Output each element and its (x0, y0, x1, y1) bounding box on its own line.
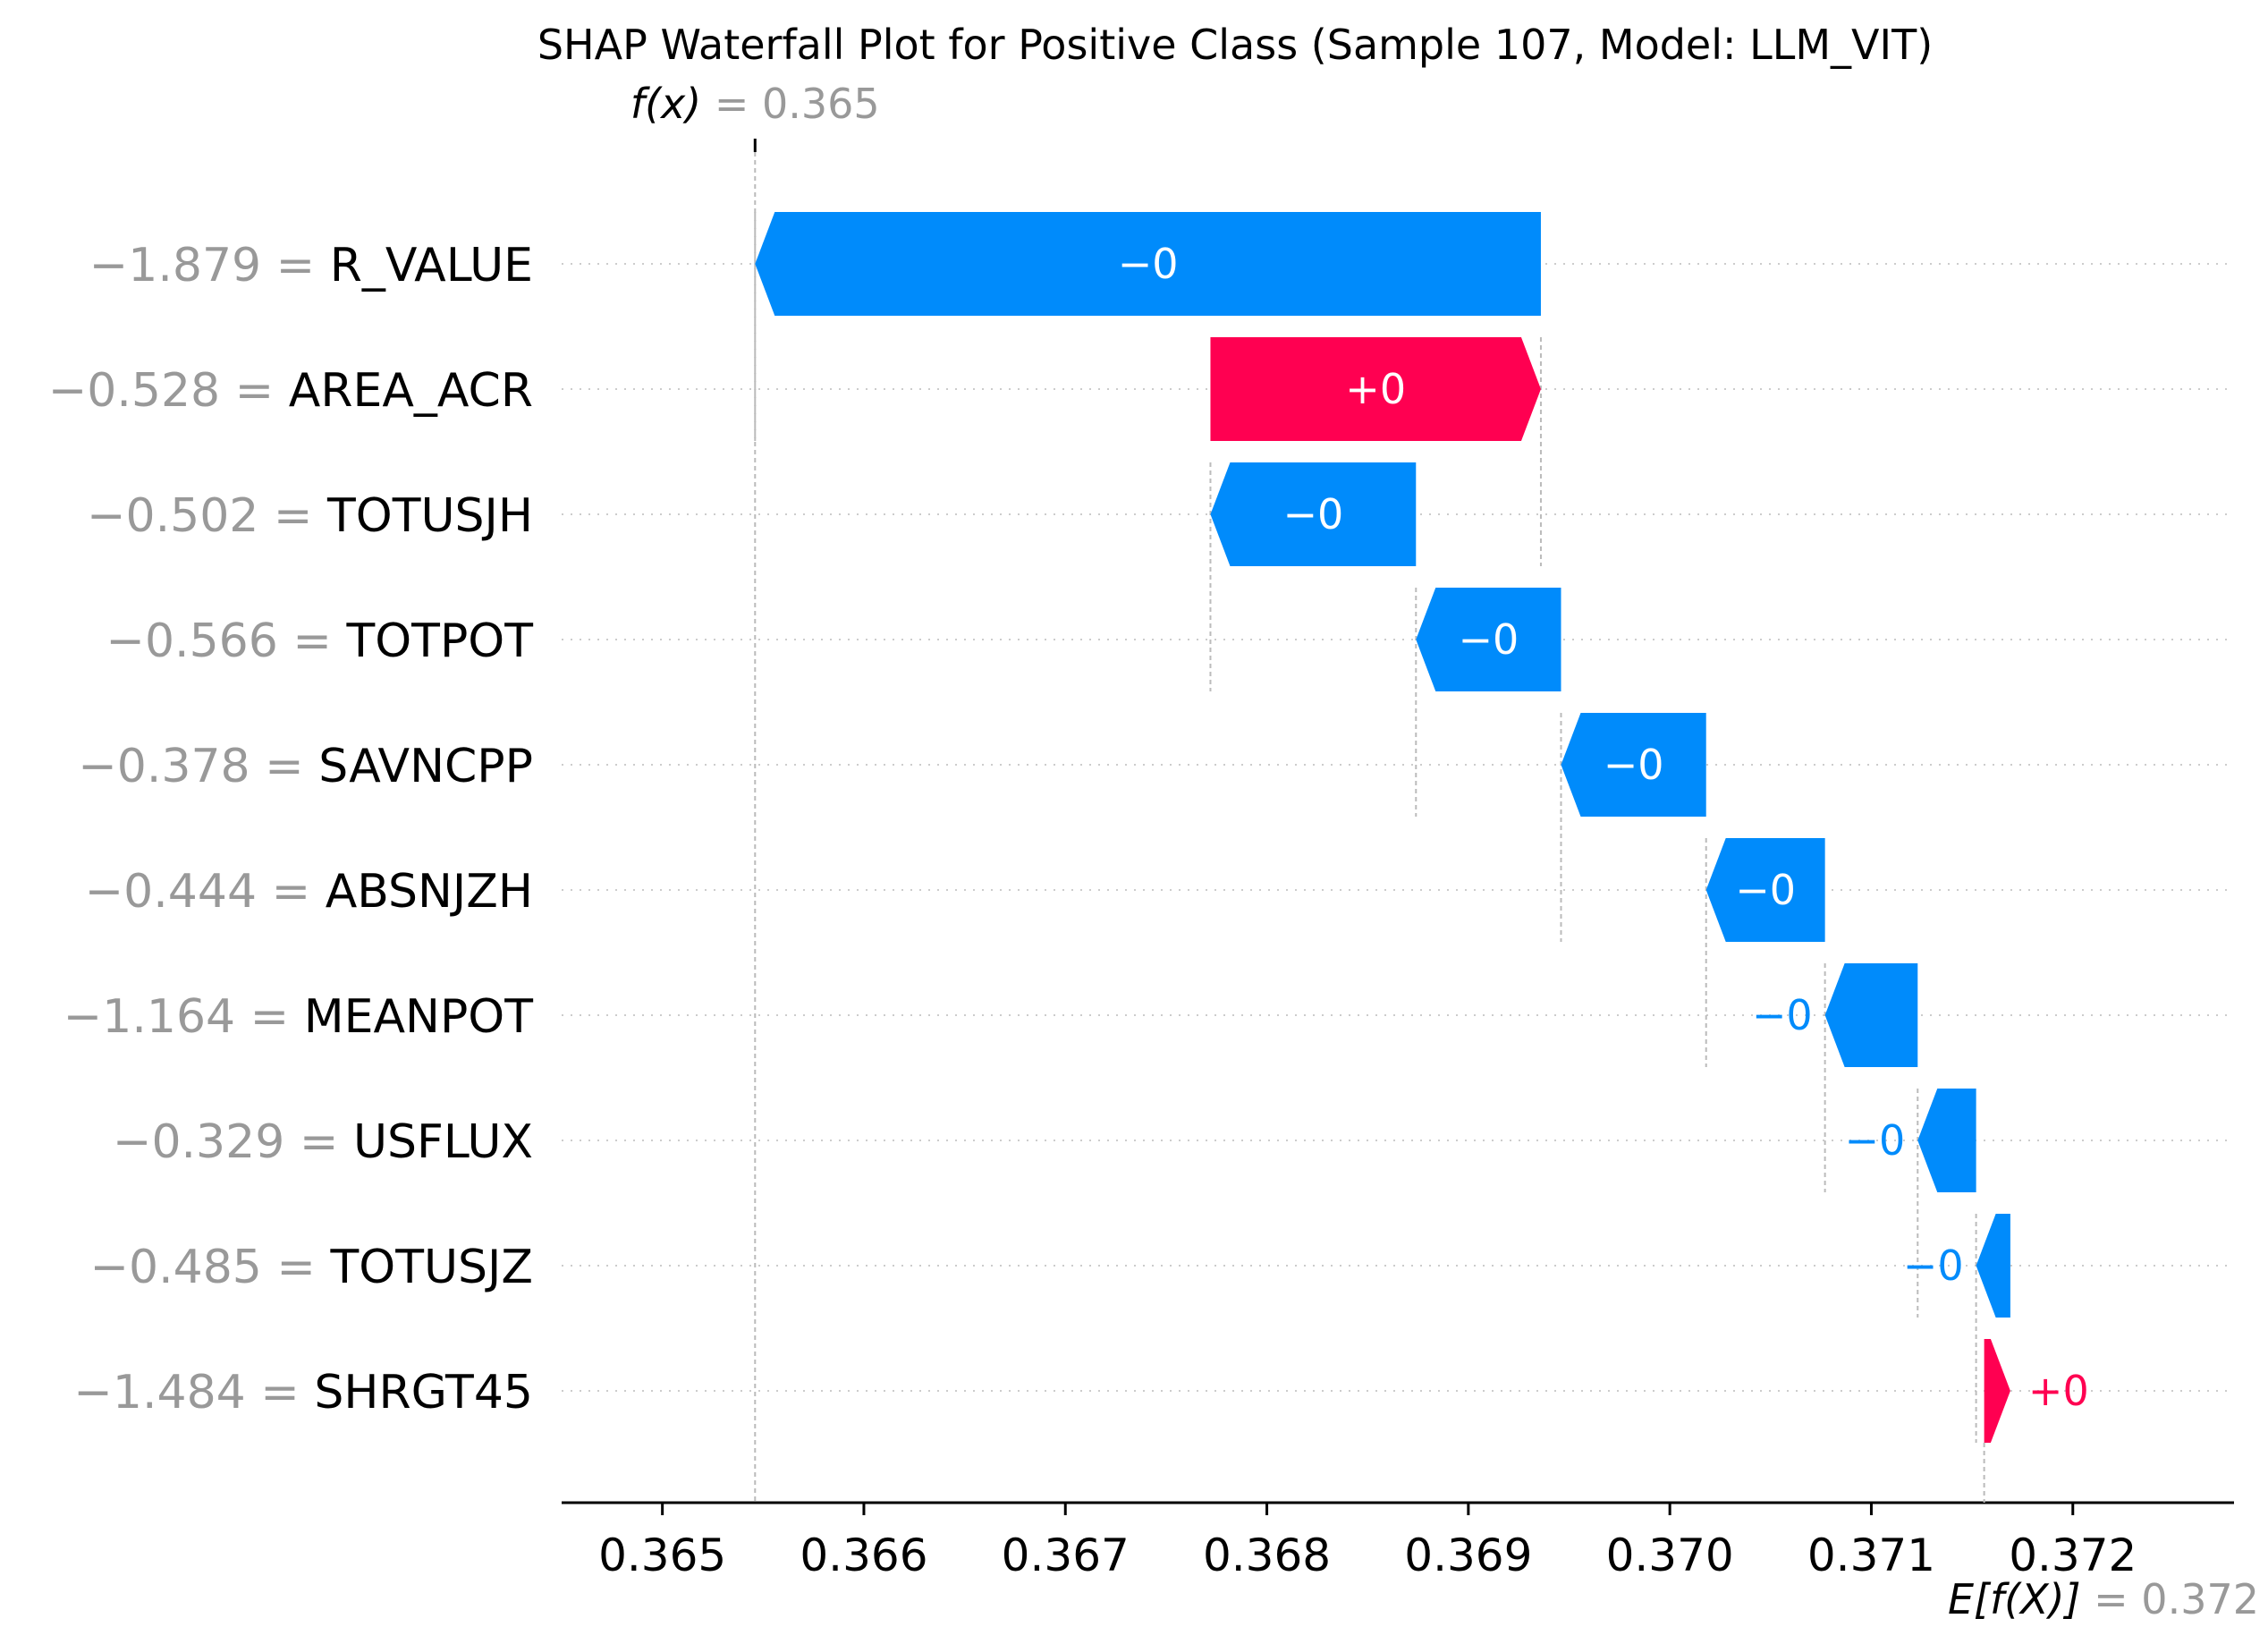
feature-value: −0.566 = (106, 614, 346, 668)
efx-label: E[f(X)] = 0.372 (1948, 1575, 2259, 1623)
waterfall-bars: −0 +0 −0 −0 −0 −0 −0 −0 −0 +0 (755, 212, 2089, 1443)
feature-name: TOTPOT (345, 614, 533, 668)
feature-name: TOTUSJH (326, 489, 533, 543)
x-tick-label: 0.372 (2009, 1530, 2137, 1581)
fx-name: f(x) (630, 80, 701, 128)
bar-value-label: −0 (1282, 490, 1343, 538)
bar-value-label: −0 (1752, 991, 1813, 1039)
x-tick-label: 0.367 (1002, 1530, 1130, 1581)
x-tick-label: 0.369 (1404, 1530, 1532, 1581)
feature-value: −1.164 = (63, 990, 304, 1044)
feature-value: −0.378 = (78, 740, 318, 793)
feature-name: SHRGT45 (314, 1366, 533, 1419)
feature-value: −0.502 = (87, 489, 327, 543)
waterfall-bar (1210, 337, 1541, 441)
x-tick-label: 0.366 (800, 1530, 927, 1581)
waterfall-bar (1917, 1089, 1976, 1192)
feature-label: −0.485 = TOTUSJZ (89, 1241, 533, 1294)
x-tick-label: 0.371 (1807, 1530, 1935, 1581)
waterfall-bar (1416, 588, 1561, 691)
waterfall-bar (1984, 1339, 2010, 1443)
feature-value: −0.528 = (48, 364, 289, 418)
x-tick-label: 0.365 (598, 1530, 726, 1581)
waterfall-bar (1210, 462, 1417, 566)
feature-label: −1.484 = SHRGT45 (73, 1366, 533, 1419)
feature-name: AREA_ACR (289, 364, 533, 418)
feature-label: −0.528 = AREA_ACR (48, 364, 533, 418)
x-axis: 0.365 0.366 0.367 0.368 0.369 0.370 0.371 0.372 (562, 1501, 2234, 1581)
bar-value-label: −0 (1458, 615, 1519, 664)
feature-value: −0.485 = (89, 1241, 330, 1294)
feature-labels: −1.879 = R_VALUE −0.528 = AREA_ACR −0.502 … (48, 239, 534, 1419)
bar-value-label: +0 (1345, 365, 1406, 413)
feature-label: −0.378 = SAVNCPP (78, 740, 533, 793)
feature-name: SAVNCPP (318, 740, 533, 793)
waterfall-bar (755, 212, 1541, 316)
x-tick-label: 0.368 (1203, 1530, 1331, 1581)
fx-value: = 0.365 (701, 80, 879, 128)
feature-label: −0.444 = ABSNJZH (85, 865, 533, 919)
waterfall-bar (1976, 1214, 2010, 1318)
bar-value-label: −0 (1735, 866, 1796, 914)
feature-value: −0.329 = (113, 1115, 353, 1169)
connector-lines (754, 212, 1977, 1443)
efx-value: = 0.372 (2081, 1575, 2259, 1623)
feature-label: −0.502 = TOTUSJH (87, 489, 533, 543)
feature-label: −0.566 = TOTPOT (106, 614, 533, 668)
efx-annotation: E[f(X)] = 0.372 (1948, 1443, 2259, 1623)
bar-value-label: −0 (1604, 741, 1664, 789)
feature-name: ABSNJZH (326, 865, 533, 919)
feature-name: MEANPOT (304, 990, 533, 1044)
x-tick-label: 0.370 (1606, 1530, 1734, 1581)
feature-name: TOTUSJZ (330, 1241, 533, 1294)
waterfall-bar (1824, 963, 1918, 1067)
bar-value-label: −0 (1844, 1116, 1905, 1165)
bar-value-label: −0 (1118, 240, 1179, 288)
feature-name: USFLUX (353, 1115, 533, 1169)
fx-label: f(x) = 0.365 (630, 80, 880, 128)
bar-value-label: +0 (2028, 1367, 2089, 1415)
fx-annotation: f(x) = 0.365 (630, 80, 880, 1503)
bar-value-label: −0 (1903, 1241, 1964, 1290)
waterfall-bar (1561, 713, 1706, 817)
feature-label: −1.164 = MEANPOT (63, 990, 534, 1044)
chart-title: SHAP Waterfall Plot for Positive Class (… (537, 21, 1933, 69)
feature-label: −1.879 = R_VALUE (89, 239, 533, 292)
feature-value: −0.444 = (85, 865, 326, 919)
feature-value: −1.879 = (89, 239, 330, 292)
feature-value: −1.484 = (73, 1366, 314, 1419)
efx-name: E[f(X)] (1948, 1575, 2081, 1623)
feature-name: R_VALUE (330, 239, 533, 292)
waterfall-bar (1705, 838, 1825, 942)
feature-label: −0.329 = USFLUX (113, 1115, 533, 1169)
